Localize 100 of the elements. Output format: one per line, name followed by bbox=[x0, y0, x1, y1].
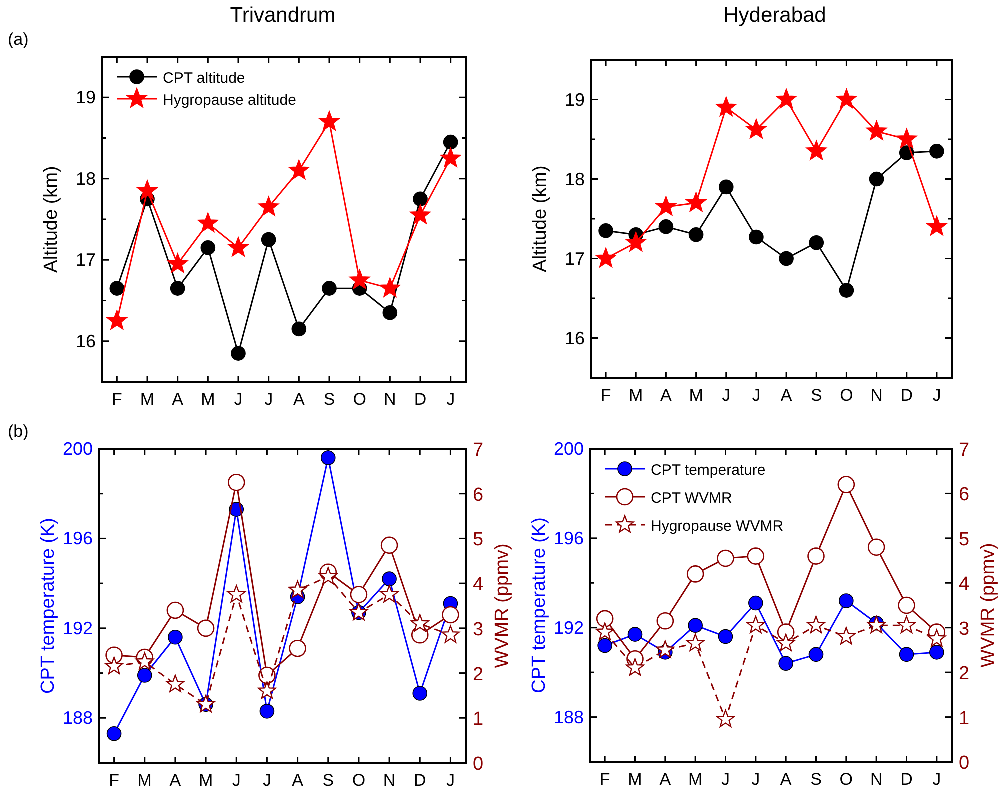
x-tick-label: D bbox=[414, 390, 427, 409]
point bbox=[746, 616, 766, 634]
x-tick-label: F bbox=[600, 386, 612, 405]
y-tick-label: 17 bbox=[564, 248, 585, 269]
point bbox=[166, 602, 184, 620]
x-tick-label: F bbox=[112, 390, 122, 409]
y2-tick-label: 3 bbox=[959, 618, 970, 640]
x-tick-label: O bbox=[352, 771, 366, 788]
point bbox=[322, 281, 337, 296]
x-tick-label: J bbox=[752, 386, 761, 405]
x-tick-label: M bbox=[689, 386, 704, 405]
point bbox=[776, 634, 796, 652]
x-tick-label: D bbox=[414, 771, 426, 788]
point bbox=[410, 204, 431, 224]
point bbox=[412, 686, 428, 701]
x-tick-label: J bbox=[932, 386, 942, 405]
point bbox=[136, 652, 154, 670]
point bbox=[778, 656, 794, 672]
point bbox=[866, 120, 887, 140]
x-tick-label: J bbox=[262, 771, 272, 788]
x-tick-label: J bbox=[232, 771, 241, 788]
y2-tick-label: 7 bbox=[959, 440, 970, 461]
y-tick-label: 192 bbox=[554, 618, 584, 638]
x-tick-label: D bbox=[900, 386, 914, 405]
point bbox=[779, 251, 794, 266]
y2-tick-label: 1 bbox=[473, 709, 484, 730]
y-tick-label: 16 bbox=[76, 331, 96, 352]
y2-tick-label: 0 bbox=[473, 754, 484, 775]
point bbox=[716, 710, 735, 728]
point bbox=[808, 548, 825, 565]
y-tick-label: 192 bbox=[62, 618, 93, 638]
point bbox=[839, 594, 854, 608]
point bbox=[718, 629, 734, 644]
point bbox=[896, 128, 917, 148]
point bbox=[748, 596, 764, 611]
point bbox=[319, 567, 338, 585]
x-tick-label: M bbox=[138, 771, 152, 788]
x-tick-label: J bbox=[446, 771, 455, 788]
point bbox=[382, 306, 398, 320]
x-tick-label: A bbox=[293, 390, 306, 409]
x-tick-label: A bbox=[292, 771, 304, 788]
point bbox=[380, 536, 398, 554]
point bbox=[717, 550, 734, 568]
x-tick-label: O bbox=[353, 390, 366, 409]
point bbox=[319, 111, 340, 131]
point bbox=[170, 281, 186, 296]
point bbox=[686, 634, 705, 652]
y-tick-label: 200 bbox=[554, 439, 584, 459]
point bbox=[837, 627, 856, 645]
x-tick-label: M bbox=[629, 386, 644, 405]
point bbox=[806, 140, 827, 160]
y-tick-label: 18 bbox=[564, 169, 585, 190]
point bbox=[688, 228, 704, 242]
point bbox=[260, 704, 275, 719]
point bbox=[838, 476, 856, 494]
point bbox=[596, 248, 616, 268]
y2-tick-label: 7 bbox=[473, 440, 484, 461]
y2-tick-label: 6 bbox=[959, 484, 970, 506]
point bbox=[410, 614, 430, 632]
point bbox=[596, 622, 614, 640]
point bbox=[626, 232, 646, 252]
x-tick-label: F bbox=[600, 770, 610, 788]
point bbox=[382, 572, 397, 586]
x-tick-label: J bbox=[234, 390, 243, 409]
point bbox=[746, 119, 767, 139]
point bbox=[443, 134, 458, 150]
point bbox=[137, 668, 152, 683]
x-tick-label: S bbox=[324, 390, 336, 409]
x-tick-label: J bbox=[722, 386, 731, 405]
x-tick-label: M bbox=[198, 771, 214, 788]
point bbox=[749, 230, 764, 245]
x-tick-label: N bbox=[870, 386, 883, 405]
point bbox=[658, 220, 674, 234]
x-tick-label: A bbox=[780, 386, 793, 405]
point bbox=[227, 585, 246, 603]
x-tick-label: A bbox=[172, 390, 184, 409]
point bbox=[168, 254, 188, 273]
y2-axis-title: WVMR (ppmv) bbox=[492, 544, 513, 668]
point bbox=[288, 580, 307, 598]
x-tick-label: J bbox=[722, 770, 730, 788]
x-tick-label: A bbox=[170, 771, 182, 788]
x-tick-label: O bbox=[840, 386, 854, 405]
point bbox=[656, 640, 675, 658]
legend-label: CPT WVMR bbox=[651, 490, 733, 507]
point bbox=[168, 630, 183, 645]
y2-tick-label: 4 bbox=[473, 574, 484, 596]
y2-tick-label: 2 bbox=[959, 664, 970, 685]
point bbox=[197, 620, 215, 638]
point bbox=[258, 682, 276, 700]
y-tick-label: 17 bbox=[76, 250, 96, 270]
y2-tick-label: 0 bbox=[959, 753, 970, 774]
point bbox=[686, 566, 704, 583]
y2-tick-label: 4 bbox=[959, 574, 970, 596]
point bbox=[166, 674, 185, 692]
x-tick-label: D bbox=[900, 770, 913, 788]
point bbox=[289, 160, 310, 180]
point bbox=[776, 89, 797, 108]
chart-title: Trivandrum bbox=[230, 4, 336, 27]
x-tick-label: A bbox=[780, 770, 792, 788]
x-tick-label: S bbox=[810, 386, 822, 405]
